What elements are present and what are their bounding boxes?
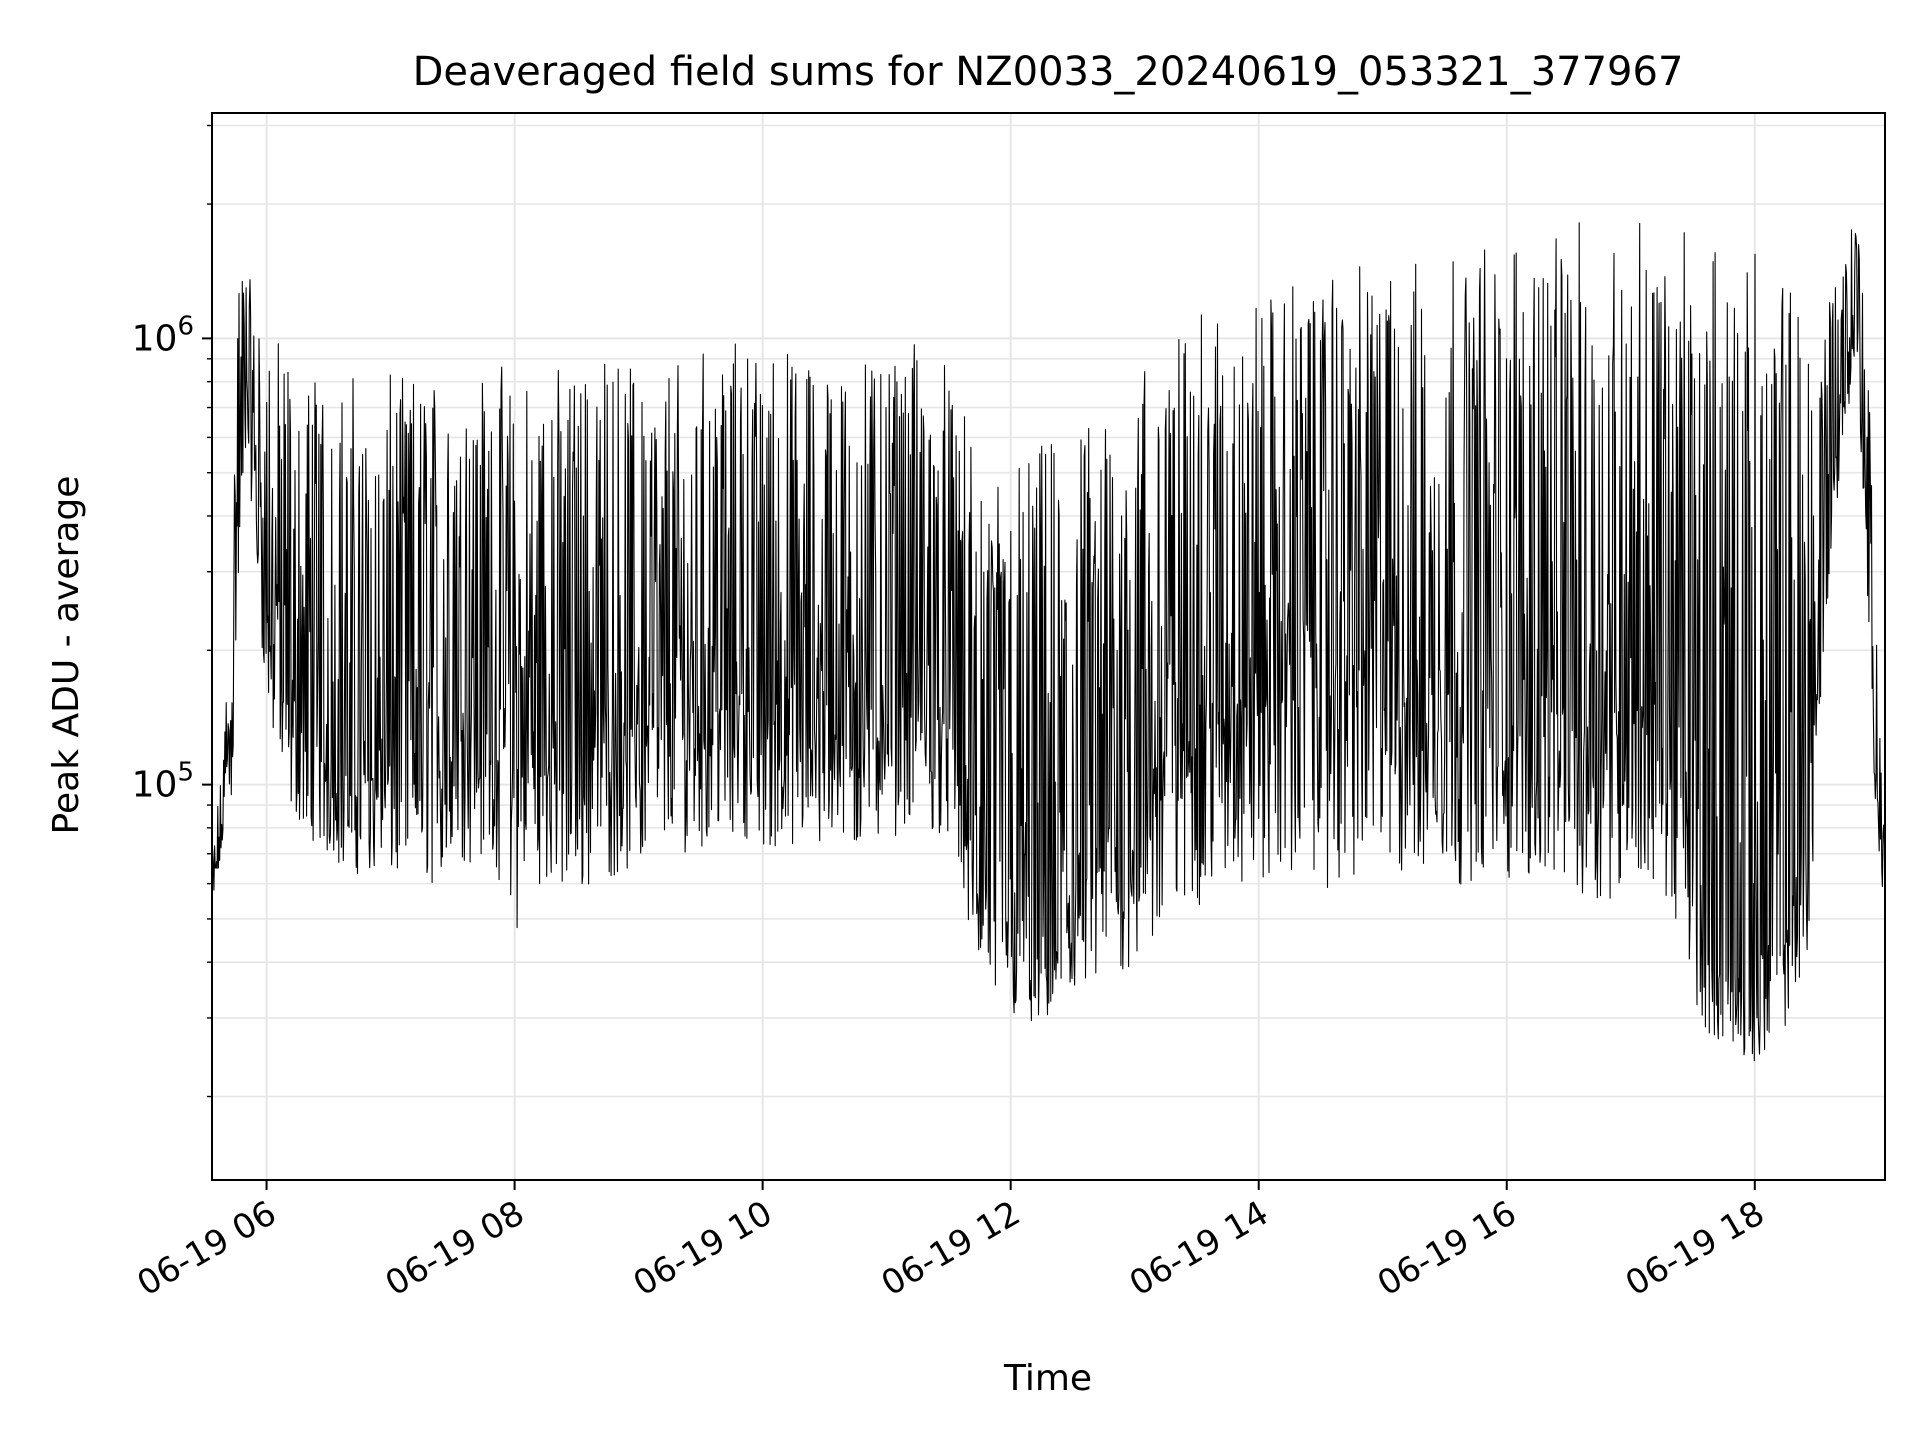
plot-frame — [211, 112, 1886, 1181]
y-tick-label: 106 — [132, 311, 194, 359]
y-axis-label: Peak ADU - average — [46, 476, 87, 835]
data-series — [212, 222, 1885, 1062]
y-tick-label: 105 — [132, 758, 194, 806]
x-axis-label: Time — [1003, 1358, 1092, 1399]
chart-title: Deaveraged field sums for NZ0033_2024061… — [413, 49, 1684, 95]
series-line — [212, 222, 1885, 1062]
y-axis: 105 106 — [132, 124, 212, 1098]
